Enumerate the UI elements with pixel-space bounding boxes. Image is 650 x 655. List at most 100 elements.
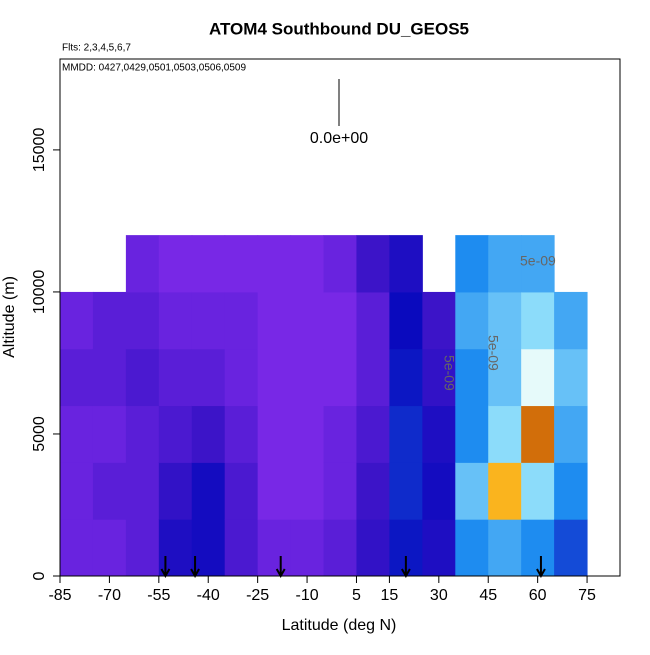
cell (455, 405, 489, 463)
cell (125, 519, 160, 577)
cell (323, 235, 357, 293)
cell (389, 348, 423, 407)
y-tick-label: 5000 (31, 416, 48, 452)
y-axis-label: Altitude (m) (1, 276, 18, 358)
cell (224, 405, 259, 463)
x-tick-label: -40 (197, 587, 220, 604)
cell (60, 291, 94, 350)
x-tick-label: -10 (295, 587, 318, 604)
cell (488, 291, 522, 350)
cell (422, 405, 456, 463)
cell (521, 235, 555, 293)
x-tick-label: 15 (381, 587, 399, 604)
cell (191, 405, 226, 463)
cell (290, 519, 325, 577)
chart-title: ATOM4 Southbound DU_GEOS5 (209, 19, 469, 38)
cell (488, 235, 522, 293)
cell (60, 462, 94, 520)
cell (92, 405, 127, 463)
cell (356, 348, 390, 407)
cell (158, 291, 193, 350)
cell (323, 291, 357, 350)
cell (158, 405, 193, 463)
cell (455, 462, 489, 520)
cell (257, 348, 292, 407)
cell (521, 348, 555, 407)
cell (125, 405, 160, 463)
cell (554, 405, 588, 463)
cell (455, 291, 489, 350)
cell (290, 405, 325, 463)
cell (257, 519, 292, 577)
cell (191, 462, 226, 520)
cell (158, 462, 193, 520)
cell (158, 235, 193, 293)
cell (455, 235, 489, 293)
contour-label: 5e-09 (441, 355, 457, 391)
cell (521, 519, 555, 577)
cell (422, 519, 456, 577)
cell (488, 348, 522, 407)
cell (488, 519, 522, 577)
cell (60, 405, 94, 463)
cell (257, 405, 292, 463)
cell (92, 462, 127, 520)
cell (389, 235, 423, 293)
x-tick-label: 75 (578, 587, 596, 604)
cell (323, 348, 357, 407)
cell (191, 348, 226, 407)
cell (455, 519, 489, 577)
flight-arrow (190, 556, 200, 579)
x-tick-label: 30 (430, 587, 448, 604)
cell (554, 348, 588, 407)
x-tick-label: 60 (529, 587, 547, 604)
cell (191, 519, 226, 577)
cell (389, 462, 423, 520)
cell (224, 462, 259, 520)
x-tick-label: 5 (352, 587, 361, 604)
cell (224, 235, 259, 293)
cell (488, 405, 522, 463)
flight-arrow (160, 556, 171, 579)
x-tick-label: -85 (48, 587, 71, 604)
cell (356, 291, 390, 350)
x-tick-label: 45 (479, 587, 497, 604)
cell (422, 291, 456, 350)
cell (125, 348, 160, 407)
cell (290, 462, 325, 520)
cell (224, 291, 259, 350)
cell (257, 291, 292, 350)
cell (191, 291, 226, 350)
cell (224, 348, 259, 407)
cell (125, 462, 160, 520)
plot-frame (59, 58, 621, 577)
flight-arrow (536, 556, 546, 579)
cell (554, 519, 588, 577)
x-tick-label: -55 (147, 587, 170, 604)
cell (290, 235, 325, 293)
heatmap (60, 235, 588, 577)
x-axis-label: Latitude (deg N) (282, 617, 397, 634)
cell (290, 291, 325, 350)
cell (125, 235, 160, 293)
cell (257, 462, 292, 520)
cell (323, 405, 357, 463)
cell (389, 405, 423, 463)
y-tick-label: 10000 (31, 270, 48, 315)
cell (455, 348, 489, 407)
contour-label: 5e-09 (485, 335, 501, 371)
cell (92, 519, 127, 577)
cell (92, 291, 127, 350)
contour-label: 5e-09 (520, 253, 556, 269)
cell (389, 291, 423, 350)
cell (158, 519, 193, 577)
x-tick-label: -70 (98, 587, 121, 604)
cell (224, 519, 259, 577)
cell (92, 348, 127, 407)
cell (356, 235, 390, 293)
cell (521, 405, 555, 463)
flight-arrow (401, 556, 411, 579)
cell (257, 235, 292, 293)
cell (521, 291, 555, 350)
